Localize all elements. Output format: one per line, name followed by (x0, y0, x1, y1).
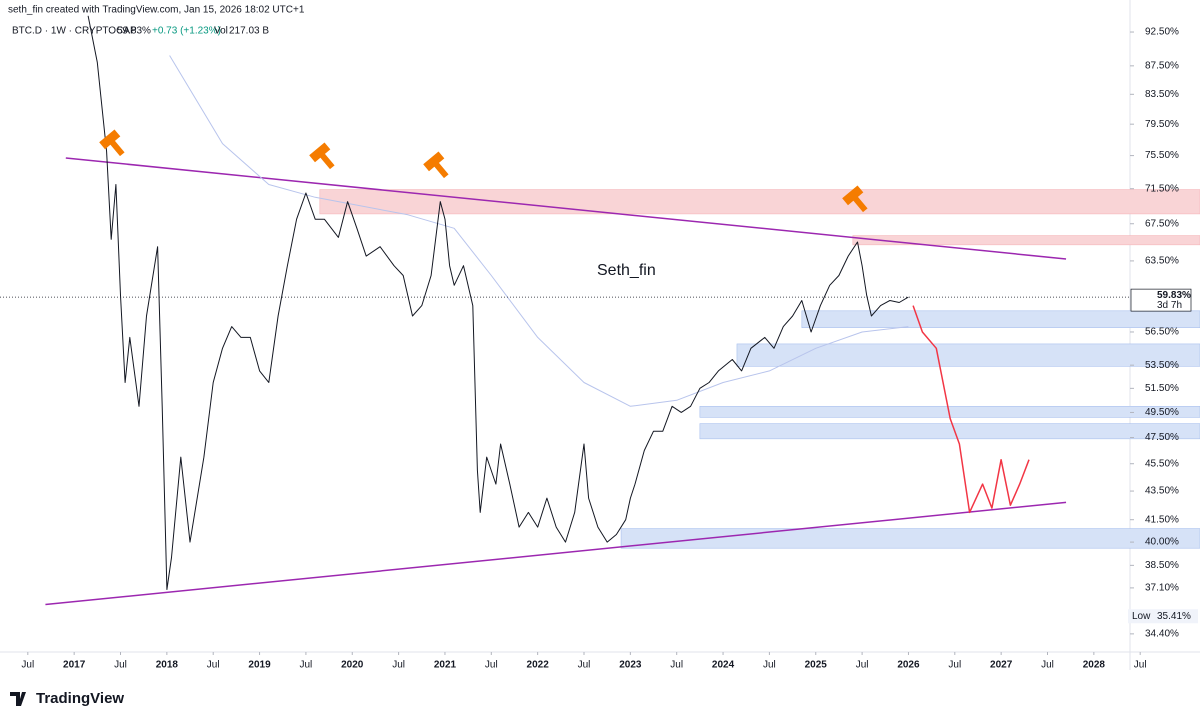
annotation: Seth_fin (597, 262, 656, 279)
trendline (65, 157, 1067, 260)
last-price-countdown: 3d 7h (1157, 300, 1182, 311)
x-tick-label: 2022 (527, 660, 550, 671)
legend-price: 59.83% (117, 26, 151, 37)
y-tick-label: 41.50% (1145, 514, 1179, 525)
zone (319, 189, 1200, 215)
x-tick-label: Jul (1134, 660, 1147, 671)
series-line (169, 55, 909, 407)
footer-logo (10, 692, 26, 706)
low-box (1128, 609, 1198, 624)
y-tick-label: 37.10% (1145, 583, 1179, 594)
x-tick-label: 2017 (63, 660, 86, 671)
y-tick-label: 79.50% (1145, 119, 1179, 130)
x-tick-label: 2025 (805, 660, 828, 671)
x-tick-label: Jul (856, 660, 869, 671)
last-price-box (1130, 288, 1192, 312)
x-tick-label: 2020 (341, 660, 364, 671)
y-tick-label: 51.50% (1145, 383, 1179, 394)
legend-vol: 217.03 B (229, 26, 269, 37)
zone (801, 310, 1200, 328)
x-tick-label: 2028 (1083, 660, 1106, 671)
x-tick-label: Jul (485, 660, 498, 671)
x-tick-label: Jul (578, 660, 591, 671)
x-tick-label: Jul (114, 660, 127, 671)
y-tick-label: 34.40% (1145, 629, 1179, 640)
x-tick-label: 2019 (248, 660, 271, 671)
x-tick-label: Jul (21, 660, 34, 671)
trendline (45, 501, 1067, 606)
low-label: Low (1132, 611, 1151, 622)
x-tick-label: Jul (300, 660, 313, 671)
gavel-icons (99, 129, 868, 213)
zone (852, 235, 1200, 246)
footer: TradingView (36, 690, 124, 707)
x-tick-label: Jul (948, 660, 961, 671)
x-tick-label: Jul (670, 660, 683, 671)
low-value: 35.41% (1157, 611, 1191, 622)
x-tick-label: 2021 (434, 660, 457, 671)
x-tick-label: 2026 (897, 660, 920, 671)
y-tick-label: 53.50% (1145, 360, 1179, 371)
y-tick-label: 47.50% (1145, 432, 1179, 443)
series-line (87, 15, 909, 590)
x-tick-label: Jul (1041, 660, 1054, 671)
y-tick-label: 45.50% (1145, 458, 1179, 469)
y-tick-label: 67.50% (1145, 218, 1179, 229)
x-tick-label: 2027 (990, 660, 1013, 671)
x-tick-label: Jul (763, 660, 776, 671)
y-tick-label: 56.50% (1145, 327, 1179, 338)
y-tick-label: 87.50% (1145, 60, 1179, 71)
x-tick-label: 2023 (619, 660, 642, 671)
y-tick-label: 43.50% (1145, 486, 1179, 497)
series-line (912, 305, 1030, 514)
legend-vol-label: Vol (214, 26, 228, 37)
y-tick-label: 49.50% (1145, 407, 1179, 418)
x-tick-label: 2024 (712, 660, 735, 671)
y-tick-label: 83.50% (1145, 89, 1179, 100)
y-tick-label: 63.50% (1145, 256, 1179, 267)
y-tick-label: 71.50% (1145, 183, 1179, 194)
x-tick-label: Jul (392, 660, 405, 671)
zone (620, 528, 1200, 549)
y-tick-label: 92.50% (1145, 27, 1179, 38)
symbol: BTC.D · 1W · CRYPTOCAP (12, 26, 137, 37)
x-tick-label: Jul (207, 660, 220, 671)
plot (0, 0, 1200, 670)
x-tick-label: 2018 (156, 660, 179, 671)
legend-change: +0.73 (+1.23%) (152, 26, 221, 37)
last-price-label: 59.83% (1157, 290, 1191, 301)
zone (699, 423, 1200, 440)
y-tick-label: 75.50% (1145, 150, 1179, 161)
y-tick-label: 38.50% (1145, 560, 1179, 571)
y-tick-label: 40.00% (1145, 537, 1179, 548)
zone (736, 343, 1200, 367)
header: seth_fin created with TradingView.com, J… (8, 5, 305, 16)
